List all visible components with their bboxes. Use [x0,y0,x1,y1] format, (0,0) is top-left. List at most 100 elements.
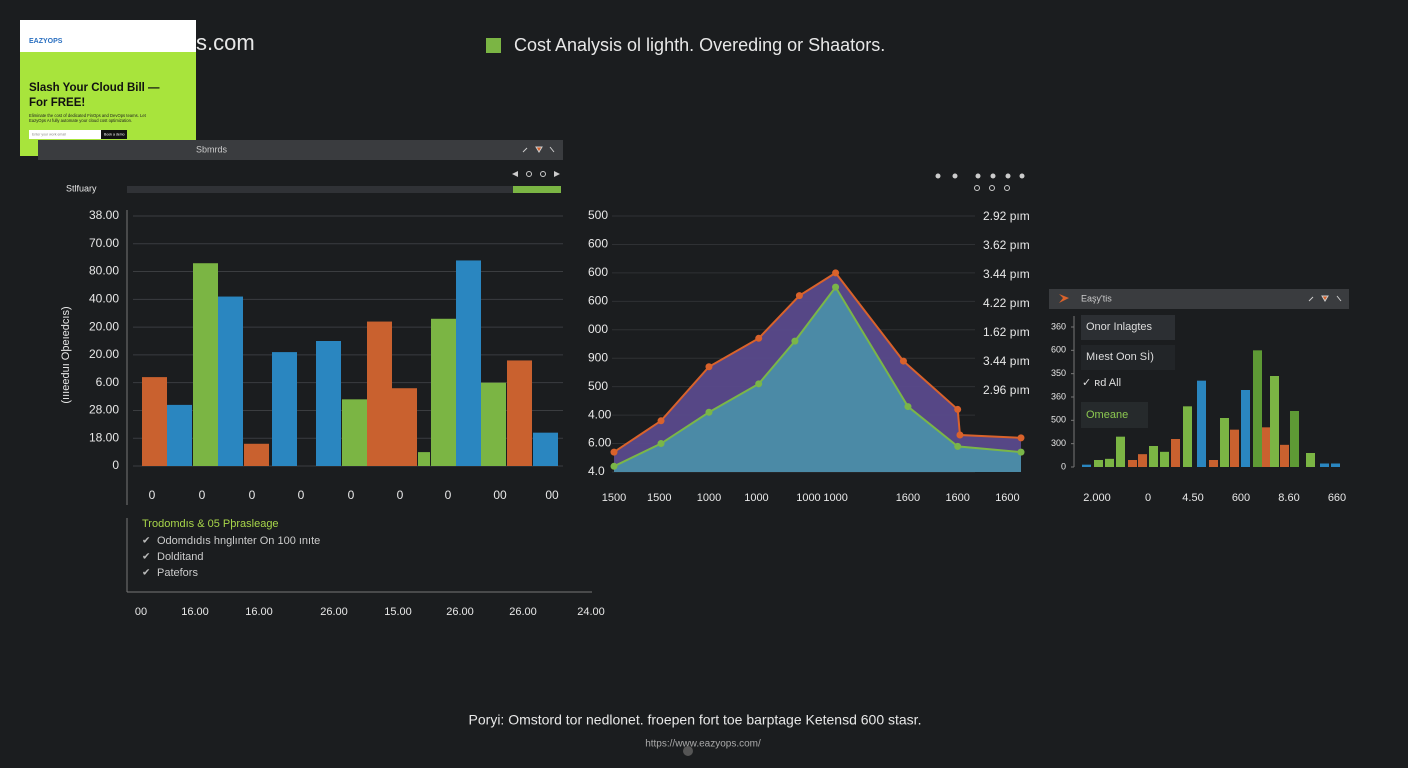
menu-item[interactable]: Omeane [1086,409,1128,421]
bar [392,388,417,466]
y-axis-label: (ıııeeduı Oþeıedcıs) [60,306,72,403]
x-tick-label: 26.00 [509,606,537,618]
line [613,271,1022,453]
x-tick-label: 1000 [697,492,721,504]
bar [533,432,558,466]
nav-icon[interactable] [512,171,518,177]
bar [1082,464,1091,467]
nav-icon[interactable] [554,171,560,177]
legend-item: Patefors [157,567,198,579]
x-tick-label: 16.00 [245,606,273,618]
bar [1116,436,1125,467]
point [791,337,799,345]
y-tick-label: 500 [588,379,608,393]
point [610,448,618,456]
panel-icons[interactable] [522,146,555,153]
point [705,363,713,371]
legend-item: Dolditand [157,551,203,563]
bar [272,352,297,466]
point [755,334,763,342]
panel-header [1049,289,1349,309]
y2-tick-label: 1.62 pım [983,325,1030,339]
menu-item-bg[interactable] [1081,315,1175,340]
x-tick-label: 600 [1232,492,1250,504]
y-tick-label: 70.00 [89,236,119,250]
y2-tick-label: 3.44 pım [983,267,1030,281]
panel-title: Eaşy'tis [1081,293,1112,303]
point [705,408,713,416]
point [899,357,907,365]
y-tick-label: 500 [1051,415,1066,425]
y-tick-label: 0 [1061,461,1066,471]
y-tick-label: 18.00 [89,430,119,444]
y2-tick-label: 3.62 pım [983,238,1030,252]
menu-item[interactable]: Onor Inlagtes [1086,321,1153,333]
panel-title: Sbmrds [196,144,228,154]
menu-item[interactable]: ✓ ʀd All [1082,377,1121,389]
bar [1262,427,1271,467]
x-tick-label: 0 [199,488,206,502]
y-tick-label: 600 [588,294,608,308]
bar [1105,458,1114,467]
bar [1149,446,1158,467]
panel-label: Stlfuary [66,183,97,193]
legend-item: Odomdıdıs hnglınter On 100 ınıte [157,535,320,547]
bar [218,296,243,466]
bar [244,443,269,466]
x-tick-label: 1600 [995,492,1019,504]
bar [1306,453,1315,467]
footer-caption: Poryi: Omstord tor nedlonet. froepen for… [469,712,922,728]
promo-top [20,20,196,52]
point [954,442,962,450]
y2-tick-label: 4.22 pım [983,296,1030,310]
bar [1220,418,1229,467]
x-tick-label: 8.60 [1278,492,1299,504]
legend-check: ✔ [142,568,150,579]
menu-item[interactable]: Mıest Oon Sİ) [1086,350,1154,363]
y2-tick-label: 2.92 pım [983,209,1030,223]
footer-dot [683,746,693,756]
promo-body: EazyOps AI fully automate your cloud cos… [29,118,132,123]
bar [1160,451,1169,467]
headline: Cost Analysis ol lighth. Overeding or Sh… [514,35,885,55]
promo-input[interactable] [29,130,101,139]
y-tick-label: 600 [588,237,608,251]
footer-url[interactable]: https://www.eazyops.com/ [645,739,761,750]
promo-button[interactable] [101,130,127,139]
legend-check: ✔ [142,536,150,547]
area [614,287,1021,472]
legend-check: ✔ [142,552,150,563]
menu-item-bg[interactable] [1081,345,1175,370]
bar [1128,460,1137,467]
menu-item-bg[interactable] [1081,402,1148,428]
x-tick-label: 4.50 [1182,492,1203,504]
y-tick-label: 360 [1051,391,1066,401]
bar [1171,439,1180,467]
legend-square [486,38,501,53]
bar [481,382,506,466]
y-tick-label: 40.00 [89,292,119,306]
bar [167,404,192,466]
point [610,462,618,470]
y-tick-label: 6.00 [96,375,120,389]
bar [367,321,392,466]
nav-icon[interactable] [526,171,532,177]
x-tick-label: 0 [348,488,355,502]
panel-icons[interactable] [1308,295,1342,302]
y-tick-label: 4.0 [588,464,605,478]
point [832,283,840,291]
y2-tick-label: 2.96 pım [983,383,1030,397]
x-tick-label: 0 [397,488,404,502]
mid-icons [935,173,1025,191]
bar [316,341,341,466]
point [1017,434,1025,442]
panel-header [38,140,563,160]
nav-icon[interactable] [540,171,546,177]
x-tick-label: 1500 [647,492,671,504]
y-tick-label: 350 [1051,368,1066,378]
x-tick-label: 26.00 [446,606,474,618]
promo-heading: Slash Your Cloud Bill — [29,82,160,94]
point [1017,448,1025,456]
